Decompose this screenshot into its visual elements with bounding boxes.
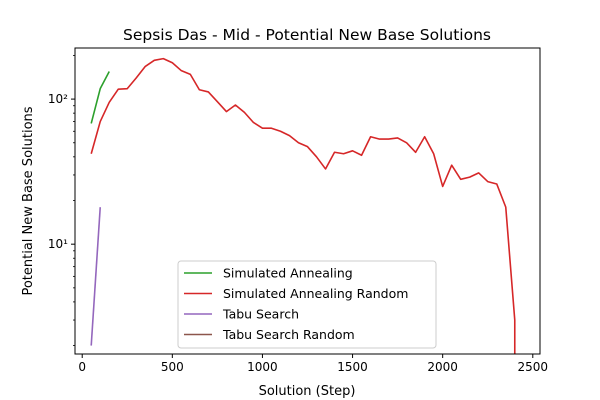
series-line-0 [90,71,110,124]
y-axis: 10¹ 10² [48,55,75,346]
legend-label: Tabu Search [222,307,299,322]
x-tick-label: 2500 [518,360,549,374]
x-tick-label: 2000 [427,360,458,374]
legend-label: Simulated Annealing Random [223,286,408,301]
x-tick-label: 1000 [247,360,278,374]
x-tick-label: 500 [161,360,184,374]
x-tick-label: 0 [78,360,86,374]
x-axis-label: Solution (Step) [259,384,356,399]
chart-title: Sepsis Das - Mid - Potential New Base So… [123,26,491,44]
y-tick-label: 10² [48,92,68,106]
plot-lines [90,57,516,354]
legend-label: Tabu Search Random [222,327,355,342]
y-axis-label: Potential New Base Solutions [21,106,36,295]
legend-box [177,260,437,349]
x-tick-label: 1500 [337,360,368,374]
legend: Simulated Annealing Simulated Annealing R… [177,260,437,349]
plot-frame [74,47,541,355]
series-line-2 [90,207,102,346]
x-axis: 0 500 1000 1500 2000 2500 [78,354,548,374]
y-tick-label: 10¹ [48,237,68,251]
legend-label: Simulated Annealing [223,266,353,281]
series-line-1 [90,57,516,354]
